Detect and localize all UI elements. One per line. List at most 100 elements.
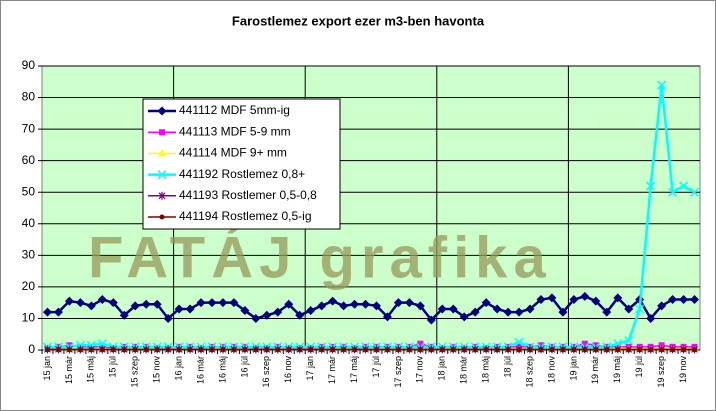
marker [119,310,129,320]
x-tick-label: 16 jan [173,356,183,381]
marker [350,299,360,309]
marker [659,347,665,353]
marker [297,347,303,353]
marker [417,347,423,353]
marker [393,298,403,308]
marker [240,306,250,316]
marker [159,129,165,136]
marker [681,347,687,353]
marker [679,295,689,305]
marker [121,347,127,353]
marker [615,347,621,353]
marker [415,301,425,311]
marker [426,315,436,325]
marker [220,347,226,353]
marker [527,347,533,353]
marker [88,347,94,353]
marker [339,301,349,311]
marker [141,299,151,309]
marker [382,312,392,322]
marker [395,347,401,353]
marker [157,170,167,180]
x-tick-label: 19 nov [678,356,688,384]
marker [494,347,500,353]
marker [163,313,173,323]
marker [317,301,327,311]
x-tick-label: 18 nov [546,356,556,384]
marker [99,347,105,353]
marker [549,347,555,353]
y-tick-label: 80 [22,90,36,104]
x-tick-label: 15 máj [86,356,96,383]
legend-label: 441192 Rostlemez 0,8+ [179,167,305,181]
marker [159,214,165,220]
marker [560,347,566,353]
marker [492,304,502,314]
marker [371,301,381,311]
marker [306,306,316,316]
marker [253,347,259,353]
marker [110,347,116,353]
x-tick-label: 19 már [590,356,600,384]
watermark: FATÁJ grafika [88,225,552,290]
x-tick-label: 17 júl [371,356,381,378]
x-tick-label: 18 szep [524,356,534,388]
marker [363,347,369,353]
x-tick-label: 17 már [327,356,337,384]
marker [295,310,305,320]
marker [428,347,434,353]
series [44,347,698,353]
x-tick-label: 16 júl [239,356,249,378]
marker [198,347,204,353]
marker [264,347,270,353]
x-tick-label: 16 szep [261,356,271,388]
marker [657,80,667,90]
marker [207,298,217,308]
marker [185,304,195,314]
marker [66,347,72,353]
marker [690,295,700,305]
marker [470,307,480,317]
marker [384,347,390,353]
x-tick-label: 19 júl [634,356,644,378]
marker [251,313,261,323]
marker [55,347,61,353]
marker [75,298,85,308]
marker [624,336,634,346]
marker [646,313,656,323]
marker [503,307,513,317]
y-tick-label: 20 [22,279,36,293]
marker [613,293,623,303]
marker [187,347,193,353]
marker [525,304,535,314]
x-tick-label: 19 máj [612,356,622,383]
marker [437,304,447,314]
marker [591,296,601,306]
marker [328,296,338,306]
marker [152,299,162,309]
marker [157,106,167,116]
marker [196,298,206,308]
legend-label: 441194 Rostlemez 0,5-ig [179,209,312,223]
marker [582,347,588,353]
marker [97,295,107,305]
x-tick-label: 15 júl [108,356,118,378]
marker [286,347,292,353]
marker [158,149,166,157]
marker [218,298,228,308]
marker [176,347,182,353]
x-tick-label: 15 nov [152,356,162,384]
marker [461,347,467,353]
marker [373,347,379,353]
marker [593,347,599,353]
legend-label: 441193 Rostlemer 0,5-0,8 [179,188,317,202]
legend: 441112 MDF 5mm-ig 441113 MDF 5-9 mm 441114… [142,98,341,230]
marker [229,298,239,308]
marker [536,295,546,305]
marker [624,304,634,314]
marker [42,307,52,317]
x-tick-label: 15 már [64,356,74,384]
y-tick-label: 30 [22,248,36,262]
legend-label: 441112 MDF 5mm-ig [179,103,290,117]
